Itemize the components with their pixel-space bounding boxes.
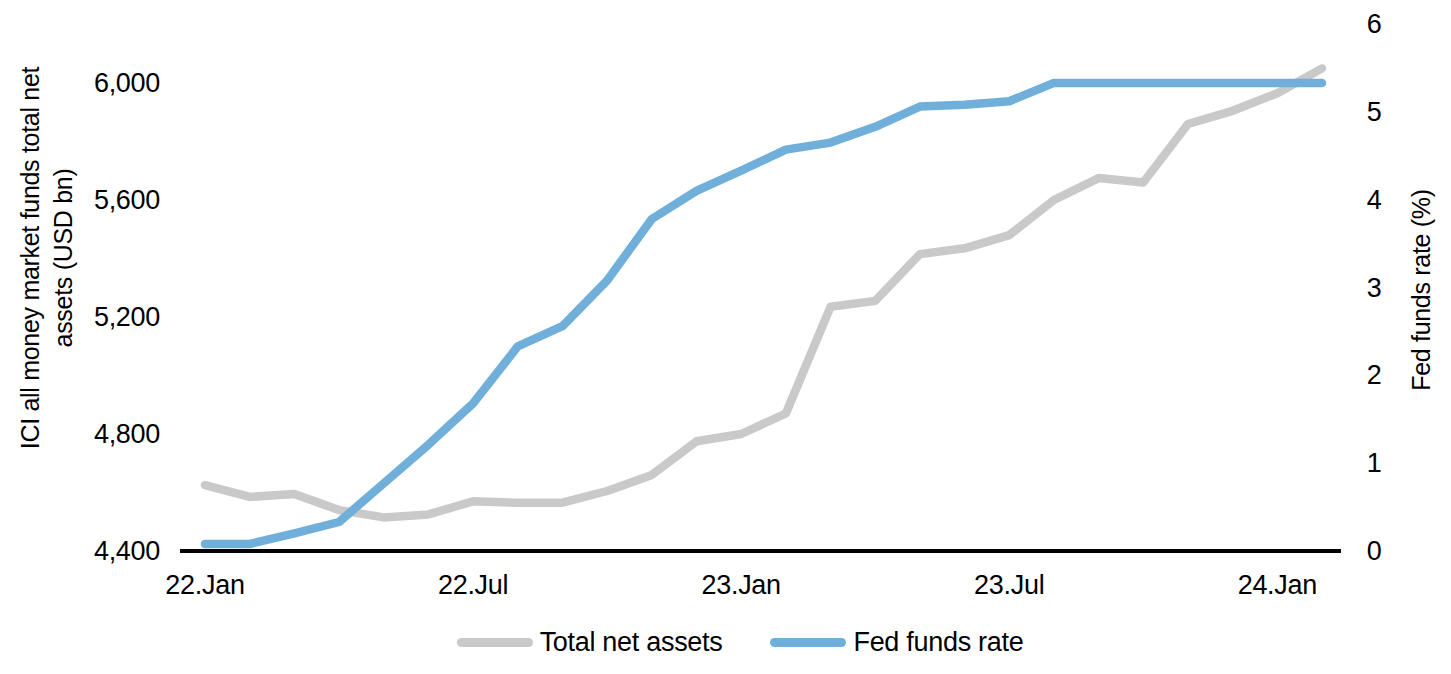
x-tick-label: 23.Jan (702, 570, 781, 600)
y-left-tick-label: 5,200 (94, 302, 160, 332)
x-tick-label: 22.Jan (165, 570, 244, 600)
y-left-tick-label: 5,600 (94, 185, 160, 215)
legend-swatch-total-net-assets (457, 638, 533, 647)
legend-label-fed-funds-rate: Fed funds rate (853, 627, 1023, 658)
x-tick-label: 22.Jul (438, 570, 508, 600)
right-axis-title: Fed funds rate (%) (1405, 189, 1438, 391)
y-right-tick-label: 1 (1367, 448, 1382, 478)
legend-item-fed-funds-rate: Fed funds rate (770, 627, 1023, 658)
y-right-tick-label: 2 (1367, 360, 1382, 390)
legend: Total net assets Fed funds rate (0, 627, 1451, 658)
y-right-tick-label: 4 (1367, 185, 1382, 215)
total-net-assets-line (205, 68, 1322, 517)
x-tick-label: 23.Jul (974, 570, 1044, 600)
legend-swatch-fed-funds-rate (770, 638, 846, 647)
legend-label-total-net-assets: Total net assets (540, 627, 723, 658)
y-right-tick-label: 0 (1367, 536, 1382, 566)
y-left-tick-label: 6,000 (94, 68, 160, 98)
fed-funds-rate-line (205, 83, 1322, 544)
y-right-tick-label: 5 (1367, 97, 1382, 127)
y-left-tick-label: 4,400 (94, 536, 160, 566)
y-left-tick-label: 4,800 (94, 419, 160, 449)
y-right-tick-label: 6 (1367, 9, 1382, 39)
legend-item-total-net-assets: Total net assets (457, 627, 723, 658)
y-right-tick-label: 3 (1367, 273, 1382, 303)
x-tick-label: 24.Jan (1238, 570, 1317, 600)
chart-container: ICI all money market funds total net ass… (0, 0, 1451, 674)
plot-area: 4,400 4,800 5,200 5,600 6,000 0 1 2 3 4 5 6 22.Jan 22… (0, 0, 1451, 674)
